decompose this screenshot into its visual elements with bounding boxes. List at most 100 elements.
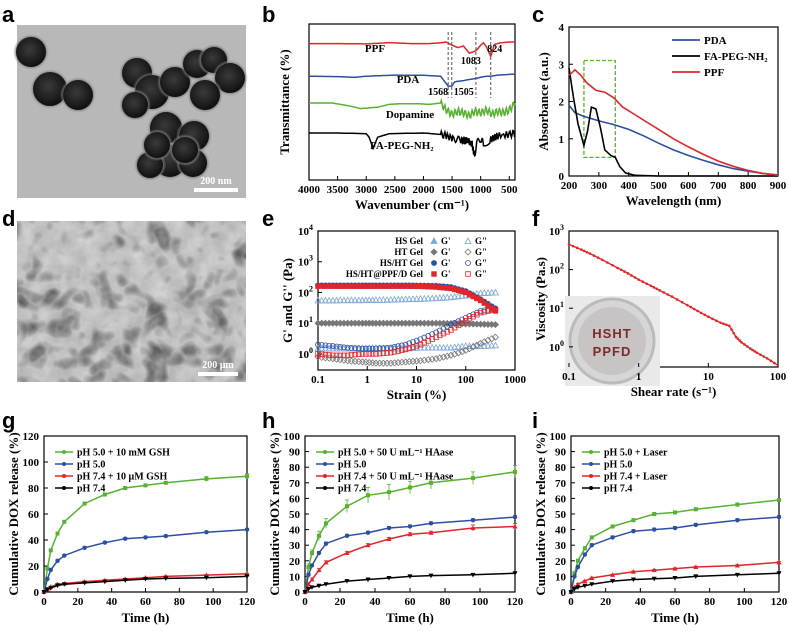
data-point [715,319,718,323]
y-tick-label: 103 [298,254,313,269]
data-point [619,268,623,272]
data-point [344,579,350,584]
data-point [672,525,678,531]
y-tick-label: 50 [555,509,567,521]
y-tick-label: 0 [34,587,40,599]
data-point [672,566,678,571]
data-point [651,567,657,573]
data-point [734,562,740,568]
ftir-series-label: PPF [365,43,385,55]
data-point [380,350,387,356]
data-point [630,569,636,574]
y-axis-label: Transmittance (%) [277,49,292,155]
data-point [413,343,420,349]
data-point [340,296,348,304]
data-point [673,510,677,515]
wavenumber-annotation: 1568 [428,87,448,98]
data-point [424,356,432,364]
data-point [410,344,416,350]
legend-label: pH 7.4 [604,484,632,495]
data-point [458,348,466,356]
panel-letter-h: h [262,408,275,433]
data-point [390,359,399,367]
legend-label: pH 7.4 [77,484,105,495]
ftir-line-fa-peg-nh- [309,128,516,158]
legend-label: HS/HT@PPF/D Gel [346,269,424,279]
data-point [776,559,782,565]
y-tick-label: 101 [298,315,313,330]
data-point [373,351,379,357]
legend-label: pH 5.0 + 50 U mL⁻¹ HAase [338,448,454,459]
data-point [589,575,595,580]
data-point [416,295,425,302]
data-point [582,583,588,589]
data-point [387,359,395,367]
data-point [376,350,383,357]
data-point [633,276,637,279]
x-axis-label: Wavelength (nm) [626,193,722,208]
x-tick-label: 400 [620,180,637,192]
data-point [329,296,337,304]
data-point [652,512,657,516]
data-point [325,296,333,304]
y-tick-label: 60 [555,493,567,505]
data-point [443,343,451,351]
panel-letter-g: g [2,408,15,433]
legend-label: pH 5.0 + Laser [604,448,668,459]
y-tick-label: 20 [555,556,567,568]
data-point [326,352,332,358]
data-point [341,344,347,351]
data-point [204,476,209,481]
legend-label: pH 5.0 [77,460,105,471]
data-point [315,351,321,357]
data-point [592,254,596,257]
data-point [394,358,402,367]
chart-uvvis: 200 300 400 500 600 700 800 900 0 1 2 3 4 Wavelength … [536,22,787,208]
x-tick-label: 40 [635,596,647,608]
data-point [492,306,499,313]
data-point [323,559,329,565]
legend-label: PPF [704,67,724,79]
data-point [773,361,776,365]
panel-d: 200 μm [17,221,246,382]
data-point [738,339,742,342]
x-tick-label: 100 [472,596,489,608]
data-point [575,564,581,570]
data-point [163,576,169,581]
data-point [369,345,376,352]
data-point [366,351,372,357]
x-tick-label: 120 [771,596,788,608]
data-point [753,350,757,353]
data-point [439,343,448,351]
y-tick-label: 80 [28,483,40,495]
data-point [347,296,356,304]
legend-marker [323,450,327,454]
data-point [417,336,424,343]
data-point [630,274,633,277]
x-tick-label: 0 [302,596,308,608]
y-tick-label: 20 [289,556,301,568]
tem-scale-label: 200 nm [200,176,232,187]
y-axis-label: Absorbance (a.u.) [536,52,551,151]
data-point [588,252,592,255]
legend-marker [62,450,66,454]
legend-label: pH 7.4 + 10 μM GSH [77,472,167,483]
x-tick-label: 80 [440,596,452,608]
data-point [408,485,412,490]
data-point [470,518,476,523]
data-point [448,321,454,328]
x-tick-label: 40 [370,596,382,608]
data-point [345,504,349,509]
legend-g-double-prime: G" [475,258,487,268]
sem-scale-label: 200 μm [202,360,234,371]
data-point [314,296,322,304]
data-point [626,272,630,275]
data-point [686,303,689,307]
data-point [424,294,432,302]
panel-letter-f: f [532,206,540,231]
data-point [344,344,351,351]
data-point [421,334,428,341]
data-point [365,530,371,535]
data-point [366,493,370,498]
y-tick-label: 0 [561,587,567,599]
